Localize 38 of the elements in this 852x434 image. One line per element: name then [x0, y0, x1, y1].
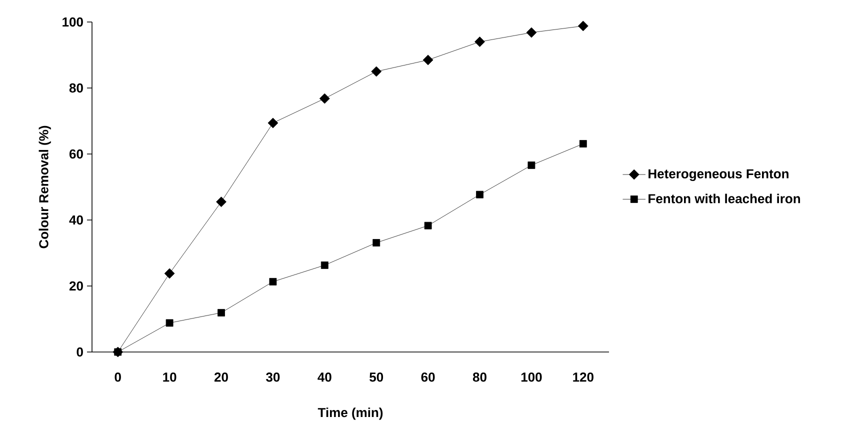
point — [474, 36, 485, 47]
y-tick-label: 0 — [76, 347, 83, 357]
y-tick-label: 100 — [62, 17, 83, 27]
legend-label: Heterogeneous Fenton — [648, 169, 788, 182]
point — [268, 118, 278, 128]
x-tick-label: 80 — [472, 372, 486, 382]
y-axis-title: Colour Removal (%) — [38, 126, 51, 248]
point — [269, 278, 277, 286]
x-tick-label: 120 — [573, 372, 594, 382]
y-tick-label: 80 — [69, 83, 83, 93]
x-tick-label: 20 — [214, 372, 228, 382]
y-tick-label: 20 — [69, 281, 83, 291]
x-axis-title: Time (min) — [318, 408, 383, 420]
x-tick-label: 30 — [266, 372, 280, 382]
x-tick-label: 100 — [521, 372, 542, 382]
x-tick-label: 0 — [114, 372, 121, 382]
point — [372, 239, 380, 246]
point — [218, 309, 225, 316]
point — [164, 268, 175, 279]
point — [579, 140, 587, 148]
x-tick-label: 10 — [163, 372, 176, 382]
legend-label: Fenton with leached iron — [648, 194, 800, 204]
y-tick-label: 40 — [69, 215, 83, 225]
point — [216, 196, 226, 208]
x-tick-label: 40 — [318, 372, 332, 382]
point — [320, 262, 328, 269]
point — [528, 162, 536, 169]
point — [424, 222, 432, 230]
point — [578, 20, 588, 32]
point — [526, 27, 537, 38]
y-tick-label: 60 — [69, 149, 83, 159]
x-tick-label: 60 — [421, 372, 435, 382]
point — [371, 66, 382, 77]
point — [476, 190, 484, 198]
point — [422, 54, 434, 66]
point — [166, 319, 174, 327]
point — [319, 93, 330, 104]
x-tick-label: 50 — [370, 372, 384, 382]
